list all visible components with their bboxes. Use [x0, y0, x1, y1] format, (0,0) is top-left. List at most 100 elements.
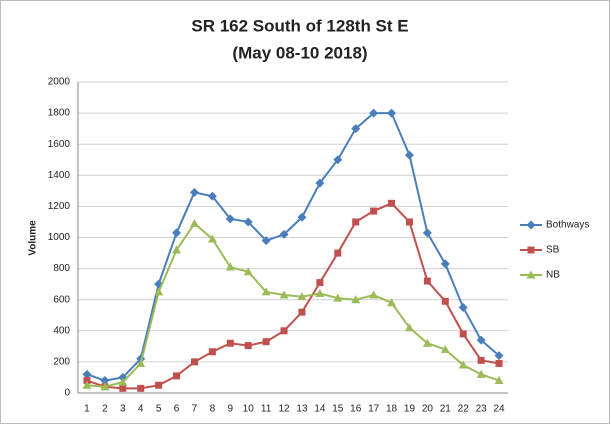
data-point: [279, 229, 289, 239]
x-tick-label: 20: [422, 404, 434, 415]
x-tick-label: 6: [174, 404, 180, 415]
y-tick-label: 600: [53, 294, 70, 305]
data-point: [226, 339, 234, 347]
x-tick-label: 19: [404, 404, 416, 415]
legend-marker: [526, 220, 536, 230]
data-point: [243, 267, 253, 276]
data-point: [387, 298, 397, 307]
chart-title: SR 162 South of 128th St E: [191, 16, 408, 35]
data-point: [351, 124, 361, 134]
data-point: [387, 108, 397, 118]
data-point: [315, 288, 325, 297]
data-point: [297, 212, 307, 222]
x-tick-label: 23: [476, 404, 488, 415]
data-point: [404, 323, 414, 332]
data-point: [370, 207, 378, 215]
data-point: [261, 236, 271, 246]
data-point: [334, 249, 342, 257]
data-point: [173, 372, 181, 380]
data-point: [189, 219, 199, 228]
x-tick-label: 7: [192, 404, 198, 415]
x-tick-label: 14: [314, 404, 326, 415]
data-point: [405, 218, 413, 226]
x-tick-label: 17: [368, 404, 380, 415]
legend-marker: [526, 270, 536, 279]
data-point: [440, 344, 450, 353]
data-point: [137, 384, 145, 392]
data-point: [172, 245, 182, 254]
data-point: [190, 358, 198, 366]
y-tick-label: 200: [53, 357, 70, 368]
data-point: [154, 287, 164, 296]
series-line: [86, 112, 500, 382]
y-tick-label: 2000: [48, 77, 71, 88]
data-point: [404, 150, 414, 160]
data-point: [477, 356, 485, 364]
x-tick-label: 12: [278, 404, 290, 415]
y-tick-label: 800: [53, 263, 70, 274]
y-tick-label: 1800: [48, 108, 71, 119]
chart-subtitle: (May 08-10 2018): [232, 43, 367, 62]
data-point: [82, 369, 92, 379]
data-point: [208, 348, 216, 356]
data-point: [155, 381, 163, 389]
x-tick-label: 18: [386, 404, 398, 415]
data-point: [261, 287, 271, 296]
data-point: [440, 259, 450, 269]
y-axis-label: Volume: [28, 220, 39, 256]
data-point: [280, 327, 288, 335]
x-tick-label: 10: [243, 404, 255, 415]
data-point: [297, 292, 307, 301]
data-point: [423, 277, 431, 285]
data-point: [243, 217, 253, 227]
y-tick-label: 400: [53, 325, 70, 336]
x-tick-label: 13: [296, 404, 308, 415]
legend-label: Bothways: [546, 220, 589, 231]
y-tick-label: 1000: [48, 232, 71, 243]
data-point: [458, 302, 468, 312]
x-tick-label: 3: [120, 404, 126, 415]
data-point: [172, 228, 182, 238]
y-tick-label: 1400: [48, 170, 71, 181]
data-point: [459, 330, 467, 338]
data-point: [494, 376, 504, 385]
y-tick-label: 1600: [48, 139, 71, 150]
x-tick-label: 9: [228, 404, 234, 415]
data-point: [422, 338, 432, 347]
x-tick-label: 2: [102, 404, 108, 415]
x-tick-label: 1: [84, 404, 90, 415]
data-point: [495, 359, 503, 367]
data-point: [494, 351, 504, 361]
data-point: [333, 155, 343, 165]
data-point: [225, 214, 235, 224]
x-tick-label: 8: [210, 404, 216, 415]
data-point: [189, 187, 199, 197]
data-point: [207, 191, 217, 201]
data-point: [441, 297, 449, 305]
y-tick-label: 1200: [48, 201, 71, 212]
data-point: [351, 295, 361, 304]
data-point: [352, 218, 360, 226]
data-point: [422, 228, 432, 238]
data-point: [83, 377, 91, 385]
data-point: [100, 376, 110, 386]
data-point: [458, 360, 468, 369]
data-point: [225, 262, 235, 271]
data-point: [298, 308, 306, 316]
data-point: [118, 377, 128, 386]
data-point: [476, 369, 486, 378]
data-point: [244, 342, 252, 350]
data-point: [369, 108, 379, 118]
x-tick-label: 21: [440, 404, 452, 415]
data-point: [333, 293, 343, 302]
data-point: [316, 279, 324, 287]
legend-marker: [527, 246, 535, 254]
x-tick-label: 15: [332, 404, 344, 415]
data-point: [476, 335, 486, 345]
data-point: [388, 199, 396, 207]
x-tick-label: 24: [493, 404, 505, 415]
data-point: [207, 234, 217, 243]
legend-label: NB: [546, 270, 560, 281]
x-tick-label: 11: [261, 404, 272, 415]
